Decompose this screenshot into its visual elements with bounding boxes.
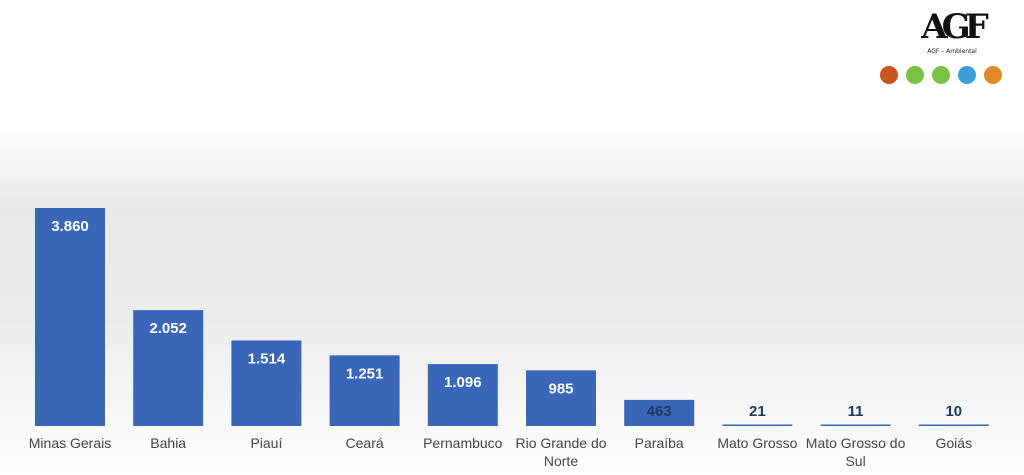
category-label-bahia: Bahia — [150, 435, 186, 451]
bar-mato-grosso — [722, 424, 793, 426]
seedling-icon — [880, 66, 898, 84]
data-label-mato-grosso-do-sul: 11 — [848, 403, 864, 420]
category-label-rio-grande-do-norte: Rio Grande do Norte — [515, 435, 606, 469]
category-label-paraiba: Paraíba — [635, 435, 684, 451]
data-label-ceara: 1.251 — [346, 365, 384, 382]
category-label-ceara: Ceará — [346, 435, 384, 451]
category-label-minas-gerais: Minas Gerais — [29, 435, 111, 451]
data-label-minas-gerais: 3.860 — [51, 218, 89, 235]
bar-mato-grosso-do-sul — [820, 424, 891, 426]
data-label-bahia: 2.052 — [149, 320, 187, 337]
bar-pernambuco — [427, 364, 498, 426]
data-label-paraiba: 463 — [647, 403, 672, 420]
bar-minas-gerais — [35, 208, 105, 426]
recycle-bin-icon — [932, 66, 950, 84]
data-label-rio-grande-do-norte: 985 — [548, 380, 573, 397]
logo-subtitle: AGF – Ambiental — [927, 48, 977, 55]
data-label-goias: 10 — [945, 403, 962, 420]
bar-paraiba — [624, 399, 695, 426]
category-label-mato-grosso: Mato Grosso — [717, 435, 797, 451]
bar-piaui — [231, 340, 302, 426]
data-label-mato-grosso: 21 — [749, 403, 766, 420]
category-label-goias: Goiás — [936, 435, 973, 451]
data-label-piaui: 1.514 — [248, 350, 286, 367]
agf-logo: AGF AGF – Ambiental — [912, 8, 992, 64]
category-label-group: Minas Gerais Bahia Piauí Ceará Pernambuco Rio… — [29, 435, 972, 469]
bar-group — [35, 208, 989, 426]
bar-rio-grande-do-norte — [526, 370, 596, 426]
category-label-piaui: Piauí — [250, 435, 282, 451]
data-label-pernambuco: 1.096 — [444, 374, 482, 391]
logo-mark: AGF — [921, 7, 989, 47]
energy-icon — [906, 66, 924, 84]
eco-icon-row — [880, 66, 1020, 86]
category-label-pernambuco: Pernambuco — [423, 435, 503, 451]
home-eco-icon — [984, 66, 1002, 84]
bar-goias — [918, 424, 989, 426]
bar-ceara — [329, 355, 400, 426]
data-label-group: 3.860 2.052 1.514 1.251 1.096 985 463 21 11 10 — [51, 218, 962, 420]
bar-bahia — [133, 310, 204, 426]
water-icon — [958, 66, 976, 84]
category-label-mato-grosso-do-sul: Mato Grosso do Sul — [806, 435, 906, 469]
